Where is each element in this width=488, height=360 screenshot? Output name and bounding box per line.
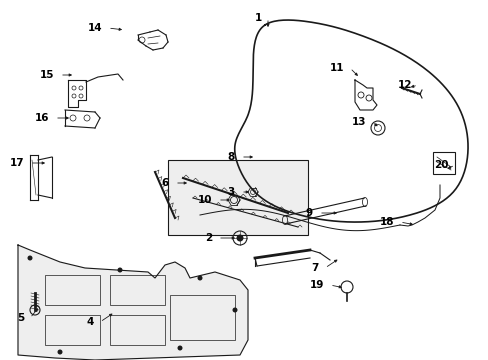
- Circle shape: [236, 234, 243, 242]
- Text: 11: 11: [329, 63, 343, 73]
- Circle shape: [177, 346, 182, 351]
- Text: 18: 18: [379, 217, 393, 227]
- Text: 5: 5: [17, 313, 24, 323]
- Text: 3: 3: [227, 187, 235, 197]
- Bar: [110, 315, 164, 345]
- Text: 12: 12: [397, 80, 411, 90]
- Text: 2: 2: [204, 233, 212, 243]
- Text: 4: 4: [86, 317, 94, 327]
- Bar: [45, 315, 100, 345]
- Bar: [168, 160, 307, 235]
- Text: 20: 20: [434, 160, 448, 170]
- Text: 7: 7: [311, 263, 318, 273]
- Polygon shape: [18, 245, 247, 360]
- Text: 13: 13: [351, 117, 365, 127]
- Bar: [432, 152, 454, 174]
- Text: 14: 14: [87, 23, 102, 33]
- Circle shape: [117, 267, 122, 273]
- Text: 16: 16: [35, 113, 49, 123]
- Circle shape: [197, 275, 202, 280]
- Bar: [110, 275, 164, 305]
- Circle shape: [27, 256, 32, 261]
- Text: 9: 9: [305, 208, 312, 218]
- Text: 17: 17: [9, 158, 24, 168]
- Text: 6: 6: [162, 178, 169, 188]
- Circle shape: [58, 350, 62, 355]
- Bar: [45, 275, 100, 305]
- Text: 8: 8: [227, 152, 235, 162]
- Text: 15: 15: [40, 70, 54, 80]
- Text: 10: 10: [197, 195, 212, 205]
- Text: 19: 19: [309, 280, 324, 290]
- Circle shape: [232, 307, 237, 312]
- Bar: [170, 295, 235, 340]
- Text: 1: 1: [254, 13, 262, 23]
